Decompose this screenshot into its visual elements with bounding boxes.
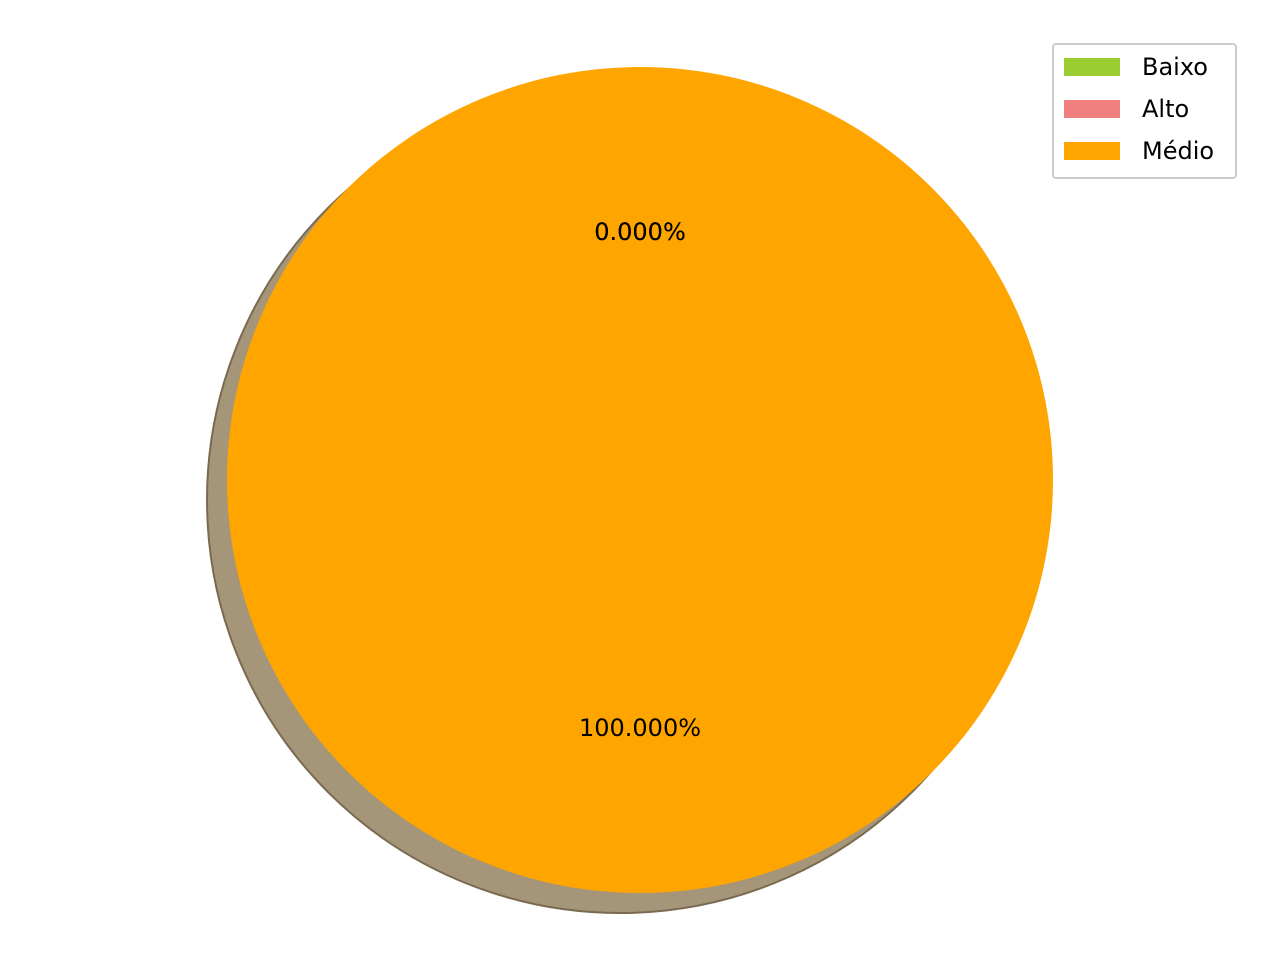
legend-label-baixo: Baixo [1142,53,1208,81]
legend-entries: Baixo Alto Médio [1064,53,1214,165]
legend-label-medio: Médio [1142,137,1214,165]
pie-labels: 0.000%0.000%100.000% [579,218,701,742]
legend-swatch-baixo [1064,58,1120,76]
pie-layer [206,67,1053,914]
legend-swatch-medio [1064,142,1120,160]
legend-swatch-alto [1064,100,1120,118]
legend-label-alto: Alto [1142,95,1189,123]
pie-label-alto: 0.000% [594,218,686,246]
pie-slice-medio [227,67,1053,893]
pie-label-medio: 100.000% [579,714,701,742]
legend: Baixo Alto Médio [1052,43,1237,179]
pie-label-baixo: 0.000% [594,218,686,246]
